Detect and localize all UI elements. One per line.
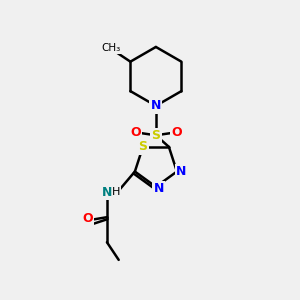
Text: N: N xyxy=(102,186,112,199)
Text: O: O xyxy=(82,212,93,225)
Text: O: O xyxy=(130,126,141,139)
Text: N: N xyxy=(151,99,161,112)
Text: N: N xyxy=(154,182,164,195)
Text: N: N xyxy=(176,165,187,178)
Text: CH₃: CH₃ xyxy=(102,44,121,53)
Text: S: S xyxy=(138,140,147,153)
Text: H: H xyxy=(112,187,120,197)
Text: O: O xyxy=(171,126,182,139)
Text: S: S xyxy=(152,129,160,142)
